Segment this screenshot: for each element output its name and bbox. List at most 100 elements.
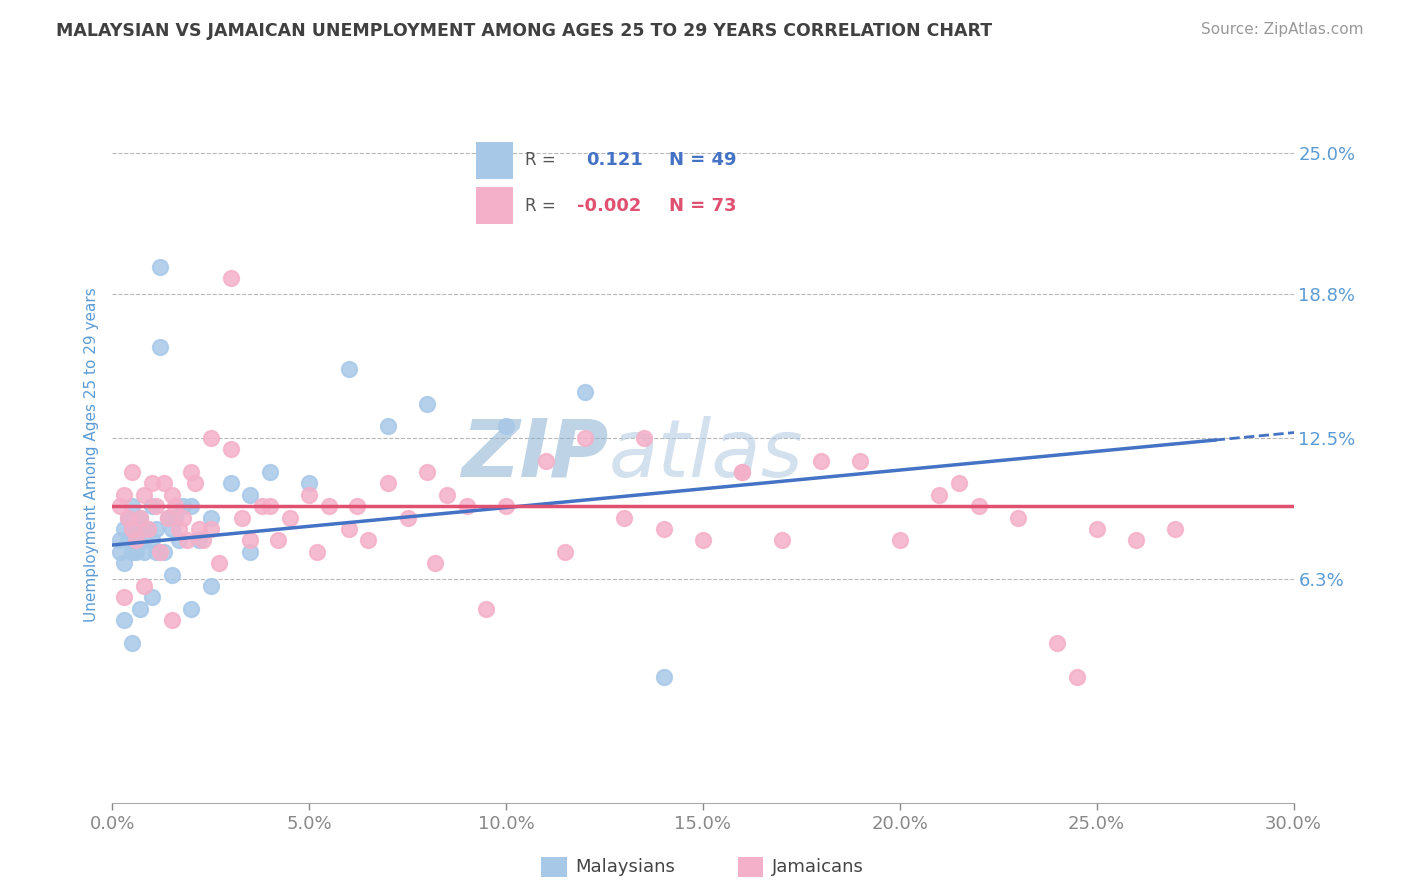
Point xyxy=(180,465,202,479)
Point xyxy=(652,670,675,684)
Point xyxy=(156,510,179,524)
Point xyxy=(129,602,152,616)
Point xyxy=(456,500,478,514)
Point xyxy=(416,396,439,410)
Point xyxy=(849,453,872,467)
Text: R =: R = xyxy=(524,152,555,169)
Text: R =: R = xyxy=(524,197,555,215)
Text: 0.121: 0.121 xyxy=(586,152,644,169)
Bar xyxy=(477,142,513,178)
Point xyxy=(136,522,159,536)
Point xyxy=(172,510,194,524)
Point xyxy=(307,545,329,559)
Point xyxy=(200,522,222,536)
Point xyxy=(377,419,399,434)
Point xyxy=(1085,522,1108,536)
Point xyxy=(121,636,143,650)
Point xyxy=(141,500,163,514)
Point xyxy=(112,613,135,627)
Point xyxy=(810,453,832,467)
Text: N = 49: N = 49 xyxy=(669,152,737,169)
Point xyxy=(1125,533,1147,548)
Point xyxy=(132,488,155,502)
Point xyxy=(259,465,281,479)
Point xyxy=(633,431,655,445)
Point xyxy=(436,488,458,502)
Point xyxy=(495,500,517,514)
Text: ZIP: ZIP xyxy=(461,416,609,494)
Point xyxy=(534,453,557,467)
Point xyxy=(125,533,148,548)
Point xyxy=(652,522,675,536)
Point xyxy=(121,465,143,479)
Text: N = 73: N = 73 xyxy=(669,197,737,215)
Point xyxy=(219,442,242,457)
Point xyxy=(125,545,148,559)
Point xyxy=(1164,522,1187,536)
Point xyxy=(160,488,183,502)
Point xyxy=(1046,636,1069,650)
Point xyxy=(110,500,132,514)
Point xyxy=(121,522,143,536)
Point xyxy=(152,545,174,559)
Point xyxy=(692,533,714,548)
Point xyxy=(948,476,970,491)
Point xyxy=(129,510,152,524)
Point xyxy=(346,500,368,514)
Point xyxy=(176,533,198,548)
Point xyxy=(160,613,183,627)
Point xyxy=(298,476,321,491)
Point xyxy=(172,500,194,514)
Point xyxy=(928,488,950,502)
Point xyxy=(191,533,214,548)
Point xyxy=(425,556,447,570)
Point xyxy=(160,567,183,582)
Point xyxy=(136,522,159,536)
Text: MALAYSIAN VS JAMAICAN UNEMPLOYMENT AMONG AGES 25 TO 29 YEARS CORRELATION CHART: MALAYSIAN VS JAMAICAN UNEMPLOYMENT AMONG… xyxy=(56,22,993,40)
Point xyxy=(121,500,143,514)
Point xyxy=(121,522,143,536)
Point xyxy=(357,533,380,548)
Point xyxy=(318,500,340,514)
Point xyxy=(416,465,439,479)
Point xyxy=(125,533,148,548)
Point xyxy=(574,431,596,445)
Point xyxy=(239,488,262,502)
Point xyxy=(149,260,172,274)
Point xyxy=(110,545,132,559)
Text: Source: ZipAtlas.com: Source: ZipAtlas.com xyxy=(1201,22,1364,37)
Point xyxy=(184,476,207,491)
Point xyxy=(152,476,174,491)
Point xyxy=(278,510,301,524)
Point xyxy=(169,533,191,548)
Point xyxy=(200,431,222,445)
Point xyxy=(267,533,290,548)
Point xyxy=(731,465,754,479)
Point xyxy=(165,510,187,524)
Point xyxy=(145,500,167,514)
Y-axis label: Unemployment Among Ages 25 to 29 years: Unemployment Among Ages 25 to 29 years xyxy=(83,287,98,623)
Point xyxy=(180,500,202,514)
Point xyxy=(149,545,172,559)
Point xyxy=(574,385,596,400)
Point xyxy=(219,271,242,285)
Point xyxy=(396,510,419,524)
Point xyxy=(141,533,163,548)
Point xyxy=(112,488,135,502)
Point xyxy=(337,522,360,536)
Point xyxy=(129,510,152,524)
Point xyxy=(613,510,636,524)
Point xyxy=(554,545,576,559)
Point xyxy=(121,545,143,559)
Point xyxy=(495,419,517,434)
Point xyxy=(156,510,179,524)
Point xyxy=(377,476,399,491)
Point xyxy=(967,500,990,514)
Point xyxy=(1007,510,1029,524)
Point xyxy=(165,500,187,514)
Text: atlas: atlas xyxy=(609,416,803,494)
Point xyxy=(200,510,222,524)
Point xyxy=(219,476,242,491)
Point xyxy=(117,533,139,548)
Point xyxy=(141,591,163,605)
